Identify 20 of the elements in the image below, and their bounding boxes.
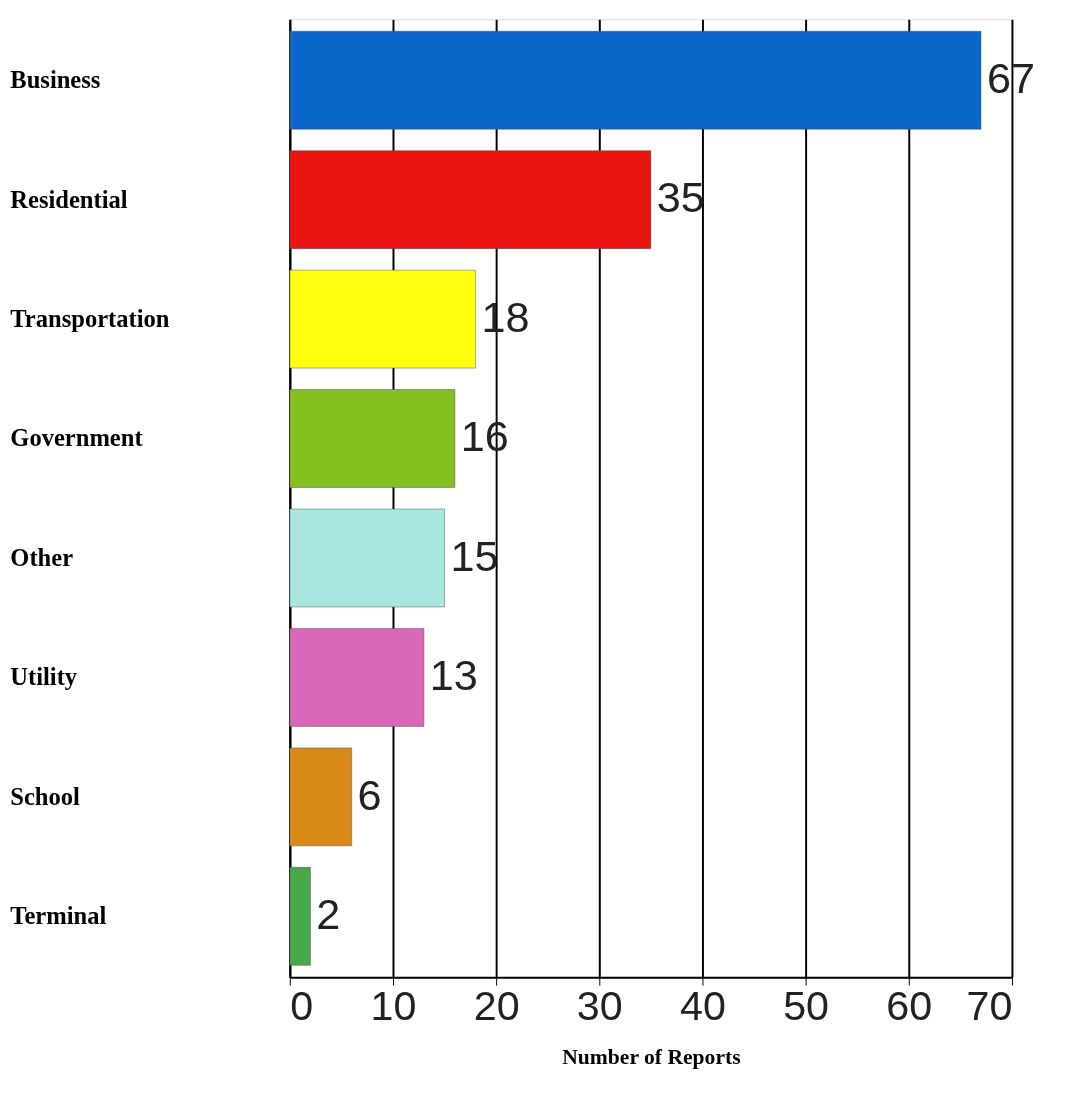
data-label: 13 [429, 651, 478, 700]
data-label: 6 [357, 770, 382, 819]
y-tick-label: Other [10, 543, 74, 571]
y-tick-label: Government [10, 424, 144, 452]
x-tick-label: 20 [473, 982, 520, 1029]
x-tick-label: 40 [680, 982, 726, 1029]
x-tick-label: 60 [886, 982, 933, 1029]
y-tick-label: Residential [10, 185, 128, 213]
x-tick-label: 0 [290, 982, 314, 1029]
x-tick-label: 10 [370, 982, 417, 1029]
x-axis-title: Number of Reports [562, 1045, 741, 1070]
y-tick-label: School [10, 782, 81, 810]
y-tick-label: Terminal [10, 902, 107, 930]
y-tick-label: Utility [10, 663, 78, 691]
y-tick-label: Transportation [10, 304, 170, 332]
x-tick-label: 70 [966, 982, 1013, 1029]
x-tick-label: 50 [783, 982, 830, 1029]
x-tick-label: 30 [576, 982, 623, 1029]
y-tick-label: Business [10, 66, 101, 94]
data-label: 2 [316, 890, 341, 939]
